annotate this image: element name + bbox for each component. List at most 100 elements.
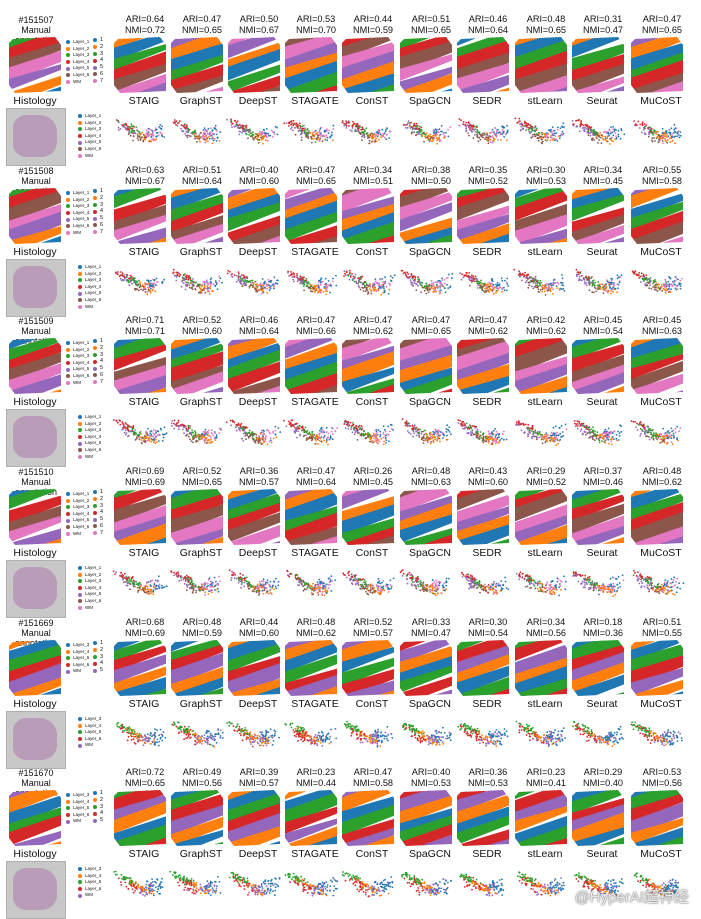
umap-point (530, 280, 532, 282)
umap-point (617, 287, 619, 289)
umap-point (290, 424, 292, 426)
umap-point (132, 125, 134, 127)
umap-point (354, 281, 356, 283)
umap-point (334, 430, 336, 432)
legend-label: Layer_6 (85, 297, 101, 304)
umap-point (194, 130, 196, 132)
umap-point (208, 435, 210, 437)
umap-embedding (571, 111, 625, 151)
umap-point (350, 276, 352, 278)
umap-point (589, 289, 591, 291)
umap-point (197, 138, 199, 140)
umap-point (651, 140, 653, 142)
umap-point (128, 431, 130, 433)
legend-swatch (66, 381, 70, 385)
umap-point (211, 433, 213, 435)
umap-point (152, 285, 154, 287)
umap-point (666, 288, 668, 290)
umap-point (239, 430, 241, 432)
umap-point (662, 128, 664, 130)
umap-point (325, 134, 327, 136)
umap-point (155, 284, 157, 286)
umap-point (476, 281, 478, 283)
umap-point (410, 279, 412, 281)
umap-point (322, 281, 324, 283)
umap-point (556, 140, 558, 142)
umap-point (242, 277, 244, 279)
umap-point (328, 132, 330, 134)
umap-point (588, 282, 590, 284)
legend-item: Layer_3 (66, 203, 89, 210)
umap-point (215, 282, 217, 284)
umap-point (252, 282, 254, 284)
umap-point (562, 122, 564, 124)
umap-point (271, 130, 273, 132)
umap-point (189, 287, 191, 289)
umap-point (678, 130, 680, 132)
umap-point (332, 139, 334, 141)
umap-point (545, 288, 547, 290)
umap-point (588, 132, 590, 134)
umap-point (383, 443, 385, 445)
umap-point (608, 135, 610, 137)
umap-point (499, 134, 501, 136)
umap-point (381, 438, 383, 440)
legend-item: Layer_1 (66, 39, 89, 46)
umap-point (257, 133, 259, 135)
umap-point (443, 133, 445, 135)
umap-point (445, 291, 447, 293)
umap-point (664, 132, 666, 134)
umap-point (596, 137, 598, 139)
cluster-id-item: 3 (93, 202, 103, 209)
legend-item: Layer_4 (78, 133, 101, 140)
umap-point (458, 118, 460, 120)
umap-point (579, 272, 581, 274)
umap-point (523, 128, 525, 130)
umap-point (484, 283, 486, 285)
umap-point (326, 130, 328, 132)
umap-point (479, 133, 481, 135)
legend-label: Layer_5 (73, 216, 89, 223)
umap-point (345, 274, 347, 276)
umap-point (154, 434, 156, 436)
umap-point (312, 431, 314, 433)
umap-point (521, 122, 523, 124)
spatial-domain-map (342, 338, 394, 394)
umap-point (266, 285, 268, 287)
spatial-domain-map (228, 37, 280, 93)
umap-point (380, 134, 382, 136)
umap-embedding (113, 412, 167, 452)
umap-point (135, 132, 137, 134)
umap-point (535, 276, 537, 278)
umap-point (447, 136, 449, 138)
legend-swatch (66, 354, 70, 358)
umap-point (382, 281, 384, 283)
umap-point (203, 133, 205, 135)
spatial-domain-map (114, 37, 166, 93)
umap-point (246, 125, 248, 127)
umap-point (670, 283, 672, 285)
umap-point (177, 122, 179, 124)
umap-point (475, 131, 477, 133)
umap-point (375, 137, 377, 139)
umap-point (369, 288, 371, 290)
umap-point (149, 283, 151, 285)
umap-point (161, 133, 163, 135)
umap-point (473, 275, 475, 277)
umap-point (423, 442, 425, 444)
umap-point (300, 275, 302, 277)
umap-point (385, 138, 387, 140)
spatial-domain-map (285, 188, 337, 244)
umap-point (144, 282, 146, 284)
spatial-domain-map (515, 188, 567, 244)
umap-point (563, 285, 565, 287)
umap-point (131, 283, 133, 285)
umap-point (257, 137, 259, 139)
umap-point (346, 125, 348, 127)
umap-point (248, 134, 250, 136)
umap-point (483, 442, 485, 444)
umap-point (319, 433, 321, 435)
umap-point (591, 126, 593, 128)
